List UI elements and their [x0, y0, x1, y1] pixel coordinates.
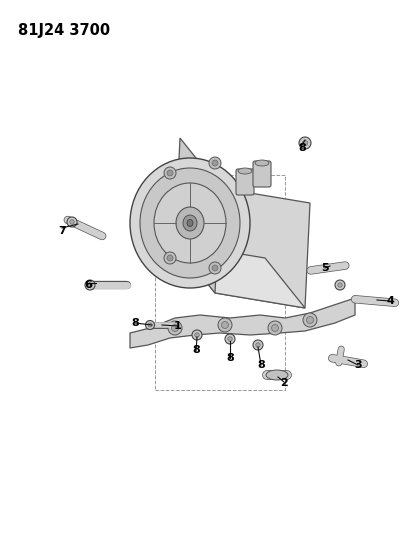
Polygon shape: [175, 243, 305, 308]
Circle shape: [88, 282, 92, 287]
Ellipse shape: [130, 158, 250, 288]
Text: 4: 4: [386, 296, 394, 306]
Text: 6: 6: [84, 280, 92, 290]
Circle shape: [221, 321, 229, 328]
Circle shape: [303, 313, 317, 327]
Text: 8: 8: [298, 143, 306, 153]
Circle shape: [212, 265, 218, 271]
Circle shape: [192, 330, 202, 340]
Circle shape: [167, 255, 173, 261]
Circle shape: [299, 137, 311, 149]
Circle shape: [167, 170, 173, 176]
Circle shape: [70, 220, 74, 224]
Circle shape: [168, 321, 182, 335]
Circle shape: [172, 325, 178, 332]
Circle shape: [164, 252, 176, 264]
Circle shape: [195, 333, 199, 337]
Circle shape: [271, 325, 279, 332]
Circle shape: [306, 317, 314, 324]
Text: 8: 8: [131, 318, 139, 328]
Circle shape: [148, 323, 152, 327]
Circle shape: [268, 321, 282, 335]
Text: 7: 7: [58, 226, 66, 236]
Text: 8: 8: [226, 353, 234, 363]
Circle shape: [302, 140, 308, 146]
Ellipse shape: [255, 160, 269, 166]
FancyBboxPatch shape: [253, 161, 271, 187]
Circle shape: [164, 167, 176, 179]
Text: 5: 5: [321, 263, 329, 273]
Circle shape: [218, 318, 232, 332]
Text: 81J24 3700: 81J24 3700: [18, 23, 110, 38]
Circle shape: [335, 280, 345, 290]
Text: 8: 8: [257, 360, 265, 370]
Polygon shape: [175, 138, 220, 293]
Text: 8: 8: [192, 345, 200, 355]
Circle shape: [338, 282, 342, 287]
Text: 2: 2: [280, 378, 288, 388]
Circle shape: [256, 343, 260, 348]
Polygon shape: [215, 188, 310, 308]
Text: 3: 3: [354, 360, 362, 370]
Ellipse shape: [183, 215, 197, 231]
Ellipse shape: [140, 168, 240, 278]
Ellipse shape: [266, 370, 288, 380]
Circle shape: [209, 157, 221, 169]
Circle shape: [225, 334, 235, 344]
Ellipse shape: [238, 168, 252, 174]
Text: 1: 1: [174, 321, 182, 331]
FancyBboxPatch shape: [236, 169, 254, 195]
Circle shape: [253, 340, 263, 350]
Polygon shape: [130, 298, 355, 348]
Circle shape: [209, 262, 221, 274]
Circle shape: [67, 217, 77, 227]
Circle shape: [146, 320, 154, 329]
Circle shape: [212, 160, 218, 166]
Circle shape: [228, 337, 232, 341]
Circle shape: [85, 280, 95, 290]
Ellipse shape: [154, 183, 226, 263]
Ellipse shape: [187, 220, 193, 227]
Ellipse shape: [176, 207, 204, 239]
